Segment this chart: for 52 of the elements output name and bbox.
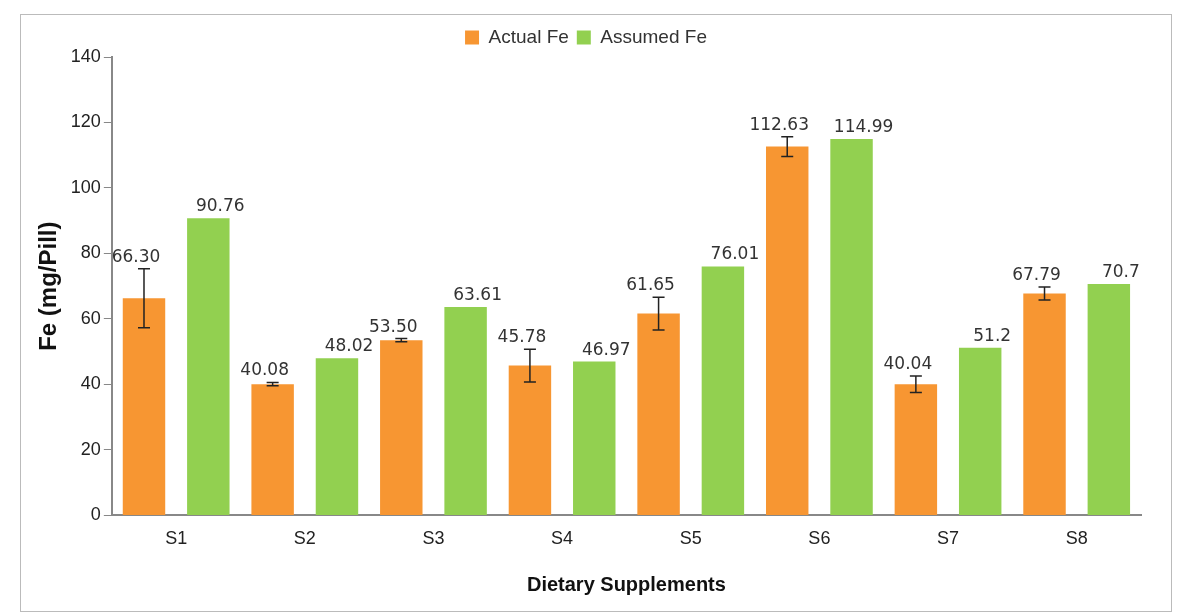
bar — [766, 146, 809, 515]
bar — [1087, 283, 1131, 515]
y-tick-label: 0 — [90, 504, 101, 525]
x-tick-label: S1 — [165, 528, 188, 549]
data-label: 40.04 — [883, 353, 933, 374]
bar — [315, 358, 359, 515]
data-label: 63.61 — [453, 284, 502, 305]
y-tick-label: 100 — [70, 176, 101, 197]
x-tick-label: S4 — [551, 528, 574, 549]
y-axis-title: Fe (mg/Pill) — [34, 221, 62, 351]
x-tick-label: S6 — [808, 528, 831, 549]
y-tick-label: 40 — [80, 373, 101, 394]
data-label: 76.01 — [710, 243, 760, 264]
bar — [894, 384, 938, 515]
data-label: 90.76 — [195, 195, 245, 216]
data-label: 48.02 — [324, 335, 374, 356]
x-tick-label: S2 — [293, 528, 316, 549]
legend-label: Actual Fe — [488, 25, 569, 47]
data-label: 53.50 — [368, 315, 418, 336]
data-label: 67.79 — [1012, 263, 1061, 284]
bar — [701, 266, 745, 515]
bar — [1023, 293, 1066, 515]
data-label: 40.08 — [240, 359, 289, 380]
x-tick-label: S7 — [937, 528, 960, 549]
y-tick-label: 140 — [70, 45, 101, 66]
y-tick-label: 60 — [80, 307, 101, 328]
legend-label: Assumed Fe — [600, 25, 707, 47]
x-tick-label: S5 — [679, 528, 702, 549]
data-label: 70.7 — [1101, 260, 1140, 281]
bar — [187, 218, 230, 515]
bar — [508, 365, 552, 515]
y-tick-label: 80 — [80, 242, 101, 263]
data-label: 46.97 — [581, 338, 631, 359]
bar — [830, 138, 873, 515]
bar — [380, 340, 423, 515]
bar — [251, 384, 294, 515]
x-tick-label: S3 — [422, 528, 445, 549]
bar — [958, 347, 1002, 515]
bar — [444, 307, 487, 515]
bar — [637, 313, 680, 515]
y-tick-label: 20 — [80, 438, 101, 459]
data-label: 114.99 — [833, 115, 894, 136]
bar — [573, 361, 616, 515]
bar — [122, 298, 166, 515]
data-label: 61.65 — [626, 274, 675, 295]
x-tick-label: S8 — [1065, 528, 1088, 549]
y-tick-label: 120 — [70, 111, 101, 132]
data-label: 66.30 — [111, 245, 161, 266]
data-label: 112.63 — [749, 113, 809, 134]
x-axis-title: Dietary Supplements — [526, 572, 726, 595]
data-label: 51.2 — [973, 324, 1012, 345]
data-label: 45.78 — [497, 326, 547, 347]
